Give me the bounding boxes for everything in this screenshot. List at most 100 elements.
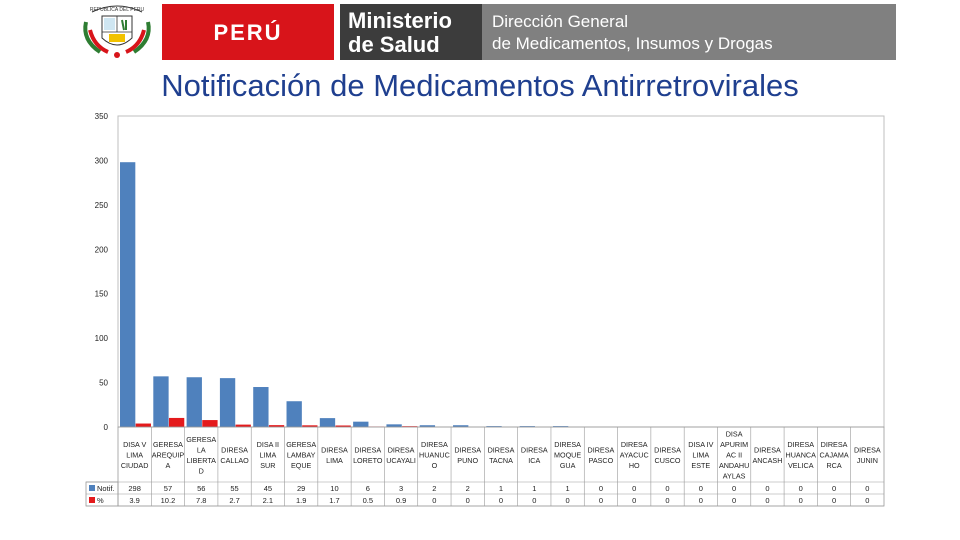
bar-notif xyxy=(453,425,469,427)
peru-coat-of-arms-icon: REPUBLICA DEL PERU xyxy=(83,5,151,58)
y-tick-label: 100 xyxy=(95,334,109,343)
ministry-line2: de Salud xyxy=(348,32,440,57)
bar-notif xyxy=(253,387,269,427)
data-table-value: 1.9 xyxy=(296,496,306,505)
y-tick-label: 150 xyxy=(95,290,109,299)
data-table-value: 0.9 xyxy=(396,496,406,505)
data-table-value: 3 xyxy=(399,484,403,493)
bar-pct xyxy=(168,417,185,427)
category-label: D xyxy=(199,466,204,475)
bar-pct xyxy=(235,424,251,427)
bar-notif xyxy=(153,376,169,427)
category-label: ANCASH xyxy=(752,456,782,465)
category-label: DIRESA xyxy=(221,445,248,454)
category-label: DIRESA xyxy=(621,440,648,449)
data-table-value: 0 xyxy=(632,484,636,493)
bar-notif xyxy=(120,162,136,427)
data-table-value: 2.1 xyxy=(263,496,273,505)
bar-notif xyxy=(219,378,236,427)
data-table-value: 57 xyxy=(164,484,172,493)
data-table-value: 0.5 xyxy=(363,496,373,505)
category-label: LIMA xyxy=(259,451,276,460)
category-label: DIRESA xyxy=(488,445,515,454)
bar-notif xyxy=(519,426,535,427)
chart-title: Notificación de Medicamentos Antirretrov… xyxy=(161,68,799,103)
category-label: CUSCO xyxy=(655,456,681,465)
bar-pct xyxy=(302,425,318,427)
data-table-value: 0 xyxy=(599,496,603,505)
data-table-value: 0 xyxy=(665,496,669,505)
category-label: CIUDAD xyxy=(121,461,149,470)
category-label: DISA IV xyxy=(688,440,713,449)
data-table-value: 298 xyxy=(128,484,141,493)
category-label: AC II xyxy=(726,451,742,460)
data-table-value: 0 xyxy=(599,484,603,493)
direction-box: Dirección General de Medicamentos, Insum… xyxy=(482,4,896,60)
category-label: DIRESA xyxy=(454,445,481,454)
ministry-line1: Ministerio xyxy=(348,8,452,33)
category-label: DIRESA xyxy=(588,445,615,454)
data-table-value: 1 xyxy=(499,484,503,493)
category-label: DISA V xyxy=(123,440,146,449)
category-label: TACNA xyxy=(489,456,513,465)
category-label: PUNO xyxy=(457,456,478,465)
data-table-value: 0 xyxy=(799,484,803,493)
category-label: LA xyxy=(197,445,206,454)
data-table-value: 6 xyxy=(366,484,370,493)
category-label: CAJAMA xyxy=(819,451,848,460)
data-table-value: 1 xyxy=(532,484,536,493)
category-label: GUA xyxy=(560,461,576,470)
data-table-value: 0 xyxy=(432,496,436,505)
bar-pct xyxy=(202,420,218,427)
category-label: GERESA xyxy=(286,440,316,449)
category-label: DISA II xyxy=(257,440,279,449)
data-table-value: 0 xyxy=(532,496,536,505)
category-label: JUNIN xyxy=(857,456,878,465)
category-label: LAMBAY xyxy=(287,451,316,460)
legend-swatch-pct xyxy=(89,497,95,503)
category-label: DIRESA xyxy=(354,445,381,454)
category-label: ICA xyxy=(528,456,540,465)
y-tick-label: 200 xyxy=(95,245,109,254)
country-label: PERÚ xyxy=(213,20,283,45)
data-table-value: 0 xyxy=(466,496,470,505)
category-label: AREQUIP xyxy=(152,451,185,460)
category-label: DIRESA xyxy=(654,445,681,454)
y-tick-label: 50 xyxy=(99,379,108,388)
data-table-value: 0 xyxy=(832,484,836,493)
data-table-value: 0 xyxy=(732,496,736,505)
category-label: HUANUC xyxy=(419,451,450,460)
category-label: VELICA xyxy=(788,461,814,470)
data-table-value: 10 xyxy=(330,484,338,493)
category-label: O xyxy=(432,461,438,470)
y-tick-label: 300 xyxy=(95,156,109,165)
category-label: DIRESA xyxy=(854,445,881,454)
bar-notif xyxy=(186,377,202,427)
bar-notif xyxy=(486,426,502,427)
category-label: PASCO xyxy=(589,456,614,465)
bar-notif xyxy=(552,426,569,427)
category-label: DIRESA xyxy=(521,445,548,454)
direction-line1: Dirección General xyxy=(492,12,629,31)
data-table-value: 0 xyxy=(865,496,869,505)
data-table-value: 0 xyxy=(632,496,636,505)
data-table-value: 0 xyxy=(499,496,503,505)
data-table-value: 10.2 xyxy=(161,496,176,505)
category-label: ANDAHU xyxy=(719,461,749,470)
legend-label: % xyxy=(97,496,104,505)
peru-label-box: PERÚ xyxy=(162,4,334,60)
category-label: EQUE xyxy=(291,461,312,470)
category-label: LORETO xyxy=(353,456,383,465)
data-table-value: 0 xyxy=(865,484,869,493)
data-table-value: 2 xyxy=(466,484,470,493)
bar-pct xyxy=(335,425,351,427)
data-table-value: 0 xyxy=(765,496,769,505)
data-table-value: 55 xyxy=(230,484,238,493)
category-label: CALLAO xyxy=(220,456,249,465)
category-label: GERESA xyxy=(153,440,183,449)
category-label: DISA xyxy=(726,430,743,439)
data-table-value: 1.7 xyxy=(329,496,339,505)
category-label: UCAYALI xyxy=(386,456,416,465)
category-label: MOQUE xyxy=(554,451,581,460)
category-label: LIMA xyxy=(126,451,143,460)
